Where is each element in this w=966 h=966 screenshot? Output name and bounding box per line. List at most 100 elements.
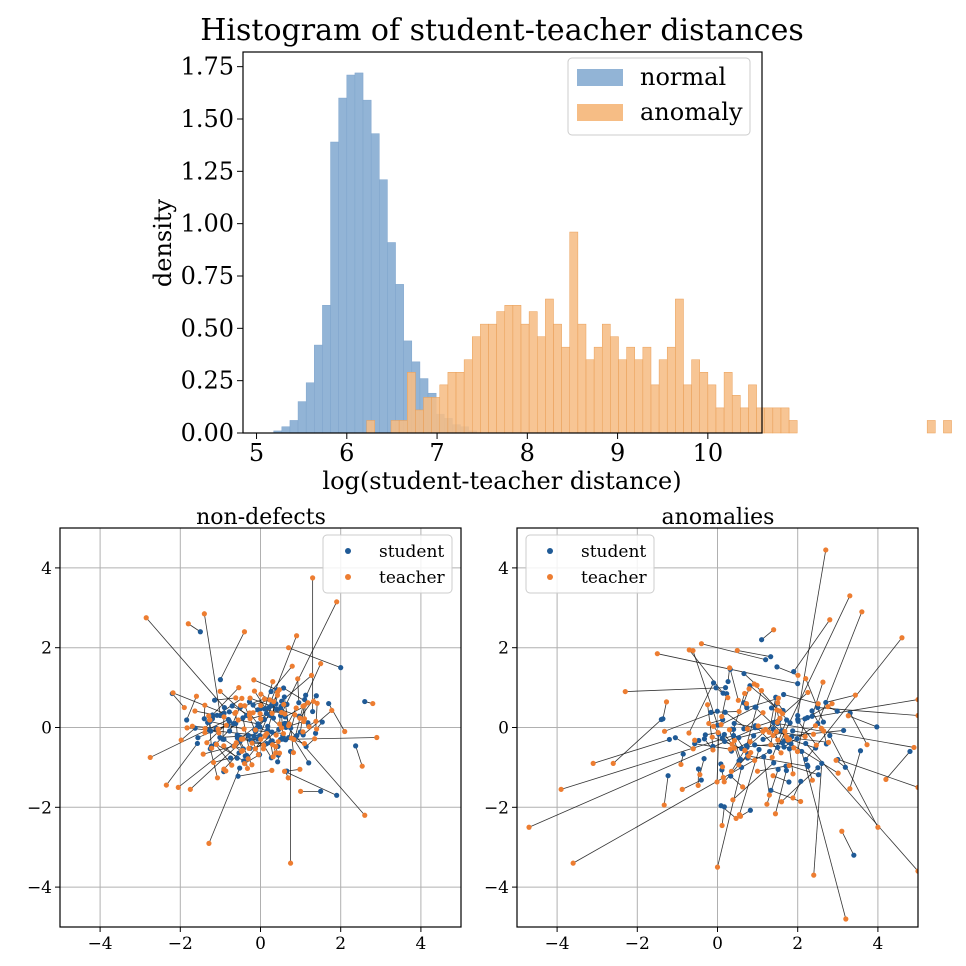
teacher-point: [590, 760, 596, 767]
teacher-point: [273, 744, 279, 750]
x-tick-label: 0: [712, 934, 723, 954]
teacher-point: [206, 713, 212, 719]
teacher-point: [843, 916, 849, 922]
normal-bar: [354, 72, 364, 434]
student-point: [230, 720, 237, 727]
teacher-point: [287, 860, 294, 866]
teacher-point: [270, 754, 276, 760]
anomaly-bar: [423, 397, 432, 434]
teacher-point: [829, 701, 835, 707]
teacher-point: [775, 695, 782, 701]
teacher-point: [785, 737, 791, 743]
teacher-point: [241, 760, 248, 767]
pair-line: [849, 750, 861, 789]
histogram-y-ticks: 0.00 0.25 0.50 0.75 1.00 1.25 1.50 1.75: [181, 53, 243, 447]
teacher-point: [193, 693, 200, 699]
teacher-point: [747, 739, 753, 745]
teacher-point: [847, 786, 853, 792]
pair-line: [766, 769, 779, 805]
non-defects-legend-student: student: [379, 542, 444, 562]
student-point: [809, 708, 815, 714]
anomaly-bar: [610, 336, 619, 434]
student-point: [206, 727, 212, 733]
anomalies-chart: anomalies −4 −2 0 2 4 4 2 0 −2 −4 student teacher: [484, 505, 919, 954]
histogram-chart: Histogram of student-teacher distances 5…: [149, 13, 952, 495]
teacher-point: [815, 701, 821, 707]
teacher-point: [293, 633, 300, 639]
teacher-point: [744, 726, 750, 732]
anomaly-bar: [731, 395, 741, 434]
teacher-point: [241, 629, 248, 635]
normal-bar: [370, 133, 380, 434]
y-tick-label: 0: [41, 719, 52, 739]
teacher-point: [178, 737, 184, 743]
pair-line: [223, 752, 240, 770]
student-point: [721, 731, 727, 738]
student-point: [783, 767, 789, 774]
teacher-point: [875, 824, 881, 830]
teacher-point: [742, 690, 748, 697]
teacher-point: [359, 763, 365, 769]
pair-line: [825, 694, 856, 703]
normal-bar: [305, 382, 315, 434]
anomaly-bar: [642, 346, 652, 434]
student-point: [221, 736, 227, 742]
histogram-x-tick-label: 9: [610, 439, 625, 467]
anomaly-bar: [585, 359, 595, 434]
teacher-point: [758, 687, 765, 694]
student-point: [211, 697, 218, 703]
student-point: [275, 759, 281, 765]
pair-line: [738, 731, 764, 739]
anomaly-bar: [715, 407, 725, 434]
pair-line: [268, 635, 297, 708]
teacher-point: [827, 617, 833, 623]
teacher-point: [768, 742, 774, 748]
pair-line: [270, 665, 293, 692]
student-point: [334, 792, 340, 798]
pair-line: [749, 685, 781, 712]
teacher-point: [239, 695, 245, 701]
student-point: [234, 755, 240, 761]
pair-line: [701, 643, 766, 661]
anomaly-bar: [480, 323, 489, 434]
teacher-point: [281, 701, 287, 708]
non-defects-title: non-defects: [196, 505, 326, 530]
student-point: [229, 703, 235, 709]
anomalies-legend: student teacher: [525, 534, 655, 594]
pair-line: [293, 739, 310, 764]
student-point: [294, 733, 300, 739]
anomaly-bar: [366, 420, 376, 434]
teacher-point: [223, 722, 229, 728]
teacher-point: [301, 740, 308, 747]
teacher-point: [720, 774, 726, 781]
teacher-point: [305, 700, 311, 706]
teacher-point: [297, 766, 303, 772]
pair-line: [662, 701, 667, 719]
teacher-point: [251, 688, 258, 694]
teacher-point: [301, 718, 307, 725]
pair-line: [746, 690, 762, 746]
teacher-point: [175, 784, 181, 790]
teacher-point: [809, 777, 815, 783]
teacher-point: [775, 700, 781, 706]
teacher-point: [743, 700, 750, 707]
pair-line: [783, 694, 819, 705]
legend-swatch-anomaly: [577, 104, 623, 121]
teacher-point: [760, 710, 766, 716]
pair-line: [625, 687, 726, 692]
pair-line: [734, 723, 766, 730]
student-point: [768, 654, 774, 660]
student-point: [753, 704, 759, 710]
pair-line: [885, 751, 911, 780]
student-point: [874, 724, 880, 730]
student-point: [250, 702, 256, 708]
teacher-point: [663, 699, 670, 705]
student-point: [255, 721, 261, 727]
teacher-point: [290, 749, 297, 756]
teacher-point: [247, 695, 253, 701]
student-point: [786, 779, 792, 785]
teacher-point: [276, 721, 283, 727]
student-point: [767, 748, 773, 755]
pair-line: [593, 739, 670, 764]
teacher-point: [915, 868, 918, 874]
